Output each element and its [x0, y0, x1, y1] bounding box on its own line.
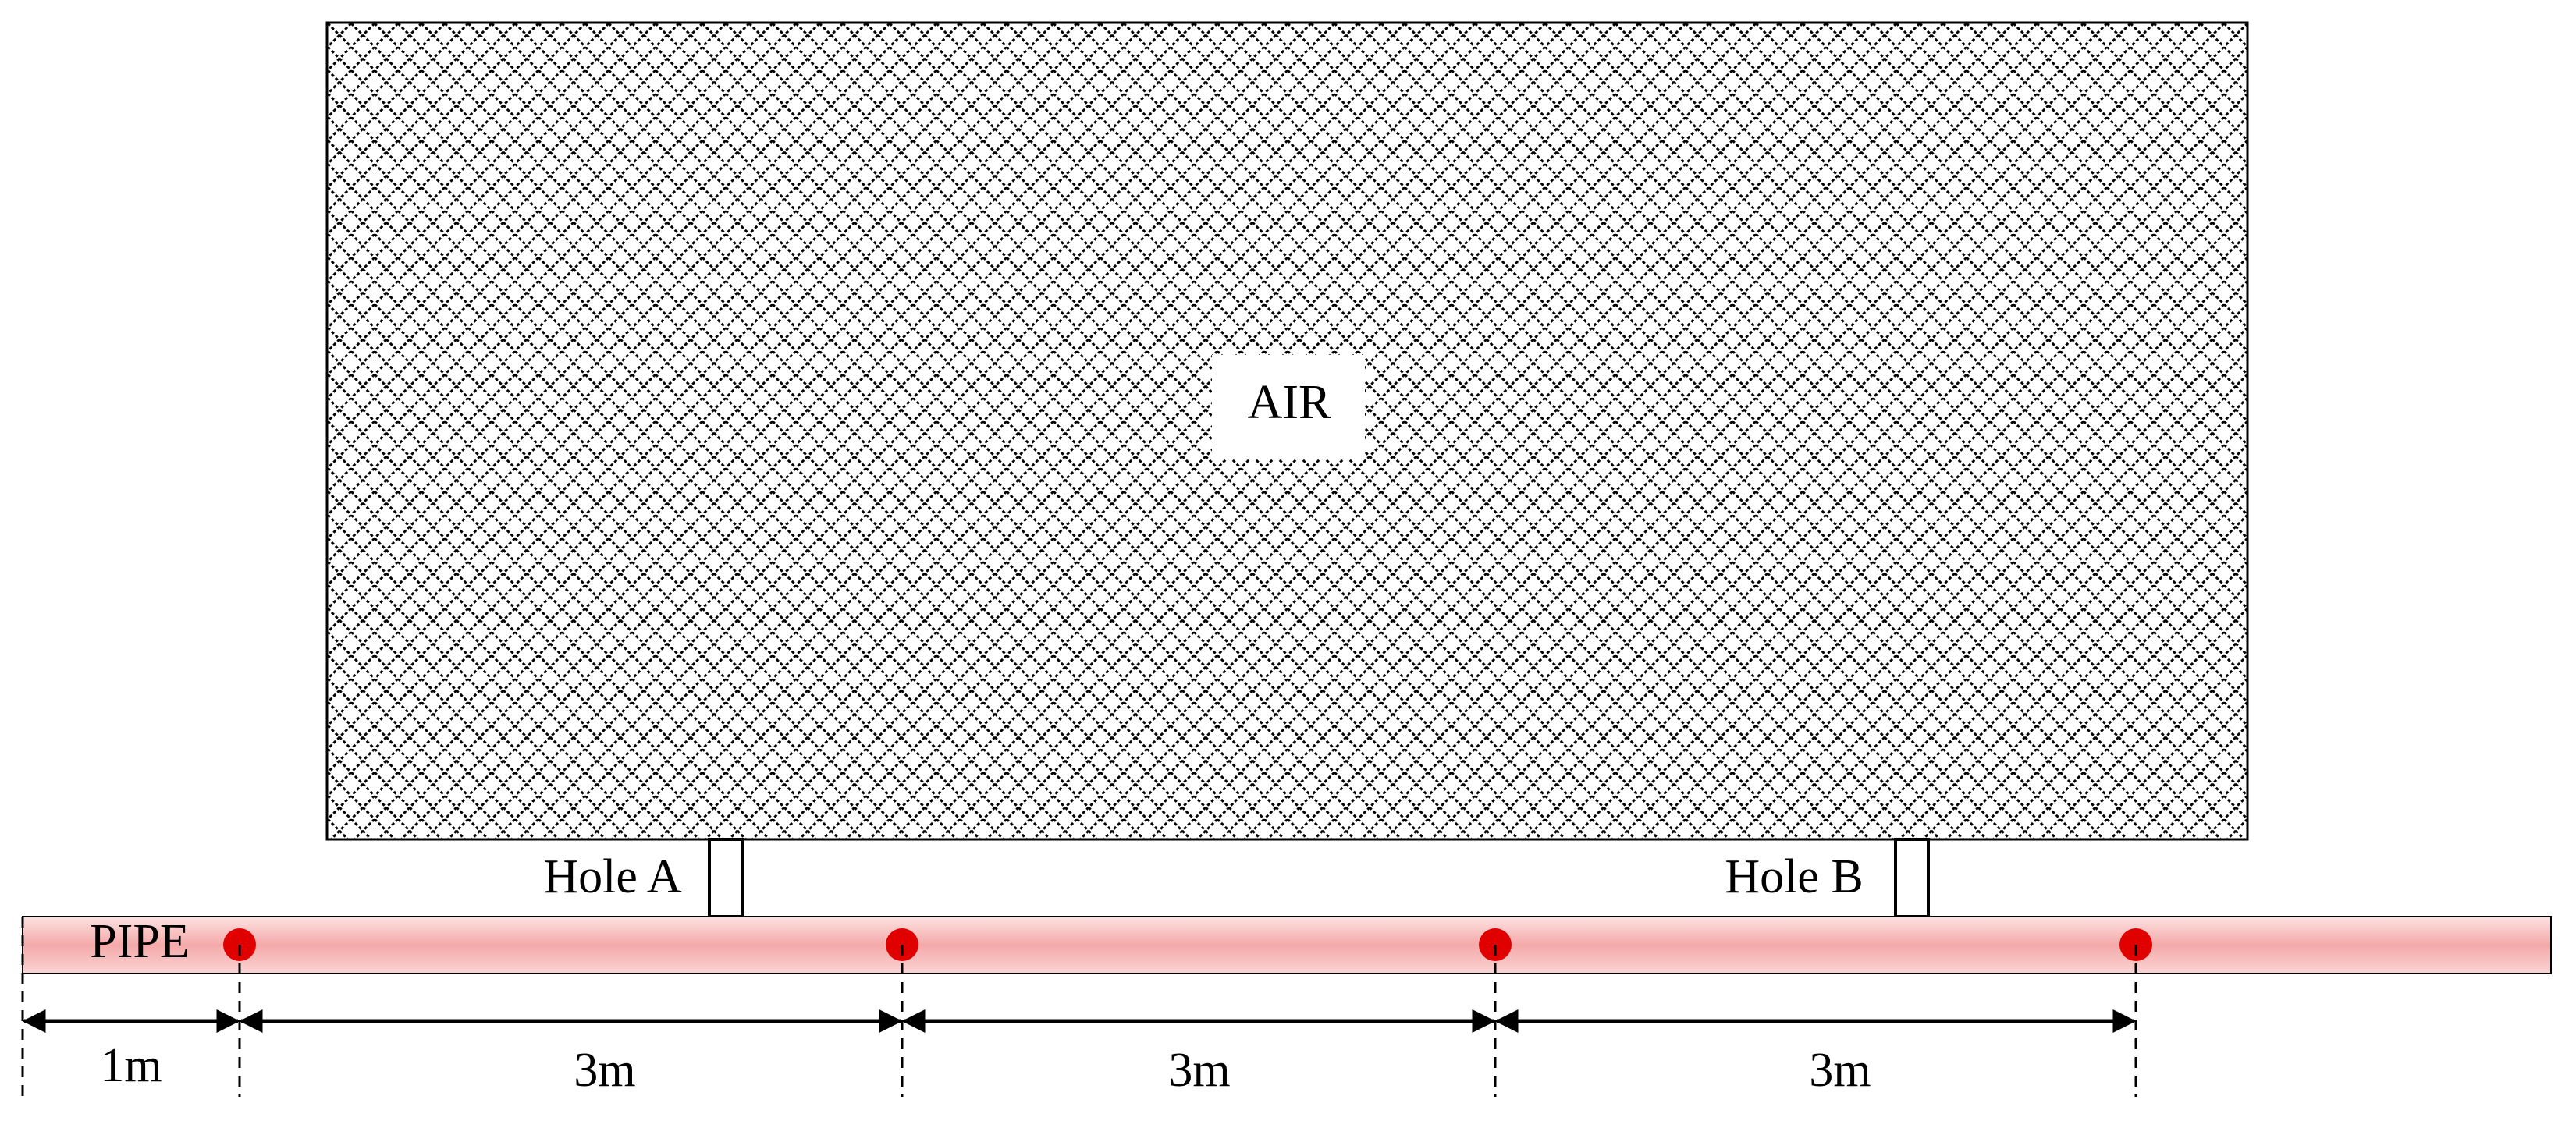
- hole-label: Hole B: [1725, 850, 1863, 903]
- air-label-bg: [1212, 355, 1365, 459]
- hole-a: [708, 838, 744, 918]
- hole-b: [1894, 838, 1930, 918]
- hole-label: Hole A: [543, 850, 682, 903]
- dimension-label: 3m: [1809, 1044, 1871, 1097]
- dimension-label: 3m: [1168, 1044, 1230, 1097]
- dimension-label: 1m: [100, 1039, 162, 1092]
- air-label: AIR: [1248, 376, 1331, 429]
- pipe-label: PIPE: [90, 915, 189, 968]
- pipe: [22, 916, 2552, 974]
- dimension-label: 3m: [574, 1044, 635, 1097]
